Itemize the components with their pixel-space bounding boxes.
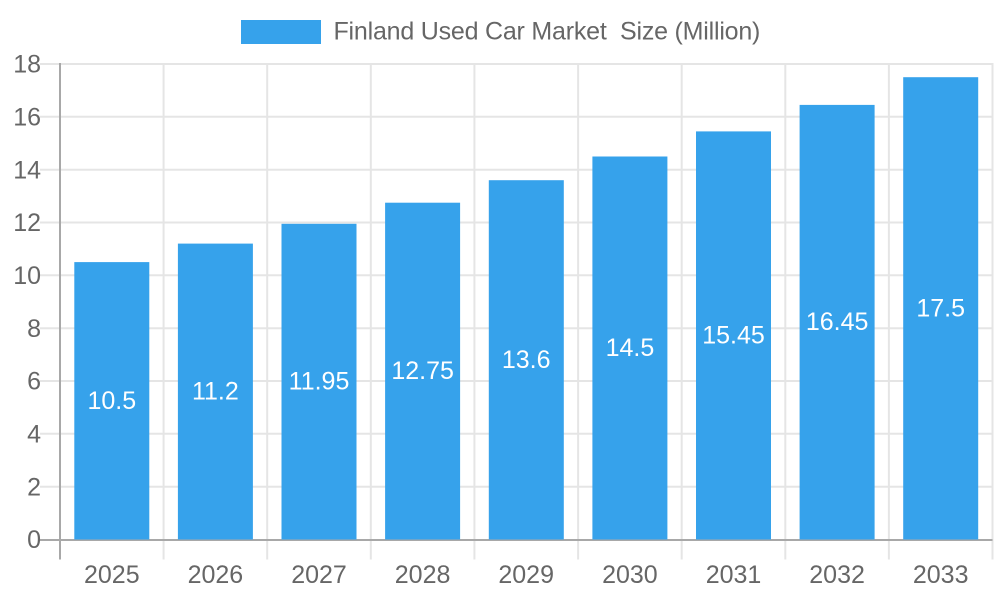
svg-text:15.45: 15.45 (702, 321, 765, 349)
svg-text:13.6: 13.6 (502, 346, 551, 374)
svg-text:2026: 2026 (188, 561, 244, 589)
svg-text:11.2: 11.2 (192, 378, 239, 406)
svg-text:18: 18 (13, 51, 41, 79)
svg-text:2033: 2033 (913, 561, 969, 589)
svg-text:2027: 2027 (291, 561, 347, 589)
svg-text:14.5: 14.5 (606, 334, 655, 362)
svg-text:8: 8 (27, 315, 41, 343)
svg-text:10.5: 10.5 (87, 387, 136, 415)
svg-text:4: 4 (27, 420, 41, 448)
svg-text:16: 16 (13, 103, 41, 131)
svg-text:2029: 2029 (498, 561, 554, 589)
svg-text:2025: 2025 (84, 561, 140, 589)
svg-text:16.45: 16.45 (806, 308, 869, 336)
svg-text:2030: 2030 (602, 561, 658, 589)
svg-text:2028: 2028 (395, 561, 451, 589)
svg-text:11.95: 11.95 (289, 368, 350, 396)
svg-text:14: 14 (13, 156, 41, 184)
svg-text:10: 10 (13, 262, 41, 290)
svg-text:2032: 2032 (809, 561, 865, 589)
svg-text:2031: 2031 (706, 561, 762, 589)
svg-text:12: 12 (13, 209, 41, 237)
svg-text:Finland Used Car Market Size: Finland Used Car Market Size (Million) (334, 18, 761, 46)
svg-text:2: 2 (27, 473, 41, 501)
svg-text:17.5: 17.5 (916, 294, 965, 322)
svg-text:6: 6 (27, 368, 41, 396)
svg-text:12.75: 12.75 (391, 357, 454, 385)
svg-text:0: 0 (27, 526, 41, 554)
